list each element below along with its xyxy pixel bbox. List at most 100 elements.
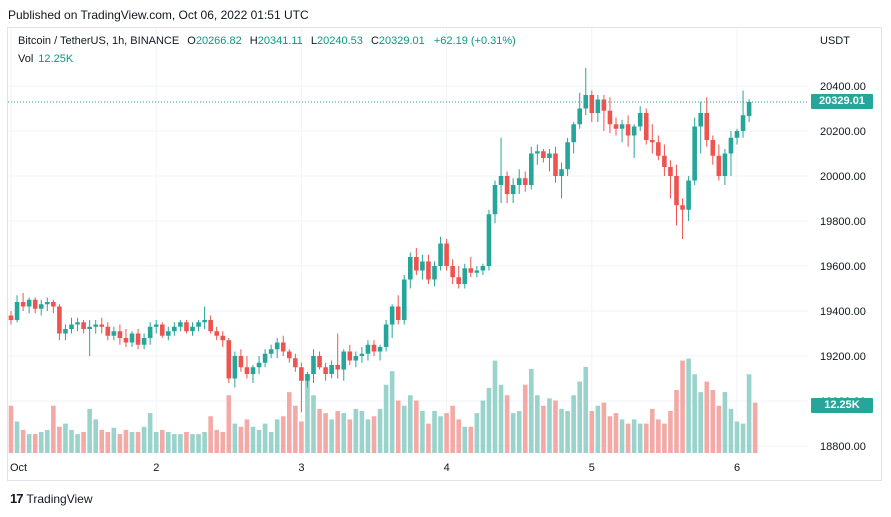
candle <box>734 128 740 145</box>
volume-bar <box>686 358 691 453</box>
volume-bar <box>214 429 219 453</box>
time-tick-label: 5 <box>589 462 595 474</box>
candle-body <box>311 356 316 374</box>
open-label: O <box>187 35 196 47</box>
volume-bar <box>492 360 498 453</box>
candle-body <box>268 349 274 354</box>
volume-bar <box>232 423 238 453</box>
volume-bar <box>87 408 92 453</box>
candle <box>353 351 359 368</box>
volume-bar <box>510 413 516 453</box>
candle-body <box>129 333 135 343</box>
volume-bar <box>414 400 419 453</box>
volume-bar <box>619 419 625 453</box>
open-value: 20266.82 <box>195 35 242 47</box>
volume-bar <box>57 426 62 453</box>
candle <box>214 326 219 341</box>
candle <box>619 119 625 143</box>
candle <box>117 324 123 345</box>
volume-bar <box>662 423 667 453</box>
volume-bar <box>105 432 111 453</box>
price-tick-label: 19200.00 <box>820 351 866 363</box>
candle <box>208 315 213 334</box>
candle-body <box>656 142 661 156</box>
volume-bar <box>371 416 377 453</box>
candle-body <box>371 344 377 352</box>
volume-bar <box>75 434 80 453</box>
volume-bar <box>172 434 177 453</box>
candle <box>45 297 50 311</box>
candle <box>51 299 56 314</box>
volume-bar <box>589 411 595 453</box>
price-tick-label: 18800.00 <box>820 441 866 453</box>
candle-body <box>238 356 244 368</box>
candle <box>87 320 92 356</box>
candle <box>722 149 728 185</box>
close-value: 20329.01 <box>378 35 425 47</box>
volume-bar <box>613 413 619 453</box>
volume-bar <box>299 421 304 453</box>
volume-bar <box>256 429 262 453</box>
candle-body <box>51 302 56 307</box>
price-tick-label: 19600.00 <box>820 261 866 273</box>
volume-bars <box>8 358 758 453</box>
candle-body <box>492 185 498 215</box>
candle-body <box>26 299 32 307</box>
candle <box>280 335 286 356</box>
volume-bar <box>280 416 286 453</box>
candle <box>414 248 419 275</box>
candle <box>75 317 80 332</box>
candle <box>93 320 98 334</box>
volume-bar <box>262 423 268 453</box>
candle-body <box>184 322 189 332</box>
tradingview-logo-icon: 17 <box>10 491 24 506</box>
candle <box>365 340 371 361</box>
candle-body <box>625 124 631 136</box>
volume-bar <box>32 434 38 453</box>
candle <box>274 338 280 359</box>
candle-body <box>262 353 268 363</box>
candle <box>287 349 292 363</box>
candle <box>432 261 437 287</box>
volume-bar <box>226 395 232 453</box>
candle <box>401 275 407 325</box>
candle <box>746 99 752 122</box>
candle-body <box>172 326 177 332</box>
volume-bar <box>293 405 298 453</box>
candle <box>105 322 111 341</box>
candle <box>184 320 189 334</box>
candle <box>535 144 540 165</box>
volume-bar <box>129 432 135 453</box>
published-notice: Published on TradingView.com, Oct 06, 20… <box>8 8 309 22</box>
candle-body <box>559 169 564 176</box>
candle-body <box>353 356 359 361</box>
candle <box>256 356 262 374</box>
volume-bar <box>541 405 546 453</box>
volume-bar <box>674 390 679 453</box>
low-value: 20240.53 <box>317 35 363 47</box>
candle <box>492 180 498 224</box>
price-tick-label: 19400.00 <box>820 306 866 318</box>
candle-body <box>674 176 679 206</box>
candle-body <box>722 153 728 176</box>
candle-body <box>631 126 637 136</box>
volume-bar <box>583 366 589 453</box>
volume-bar <box>238 426 244 453</box>
candle <box>166 326 171 341</box>
candle <box>26 297 32 314</box>
tradingview-brand[interactable]: 17 TradingView <box>10 491 93 506</box>
candle <box>329 360 334 379</box>
candle-body <box>377 347 383 352</box>
candle <box>238 349 244 372</box>
candle <box>20 293 26 311</box>
candle <box>323 362 328 381</box>
candle-body <box>734 131 740 138</box>
volume-value: 12.25K <box>38 53 74 65</box>
volume-bar <box>432 411 437 453</box>
candle-body <box>547 153 552 158</box>
volume-bar <box>692 374 697 453</box>
candle-body <box>420 261 425 271</box>
volume-bar <box>553 400 558 453</box>
chart-legend: Bitcoin / TetherUS, 1h, BINANCE O20266.8… <box>18 35 516 47</box>
